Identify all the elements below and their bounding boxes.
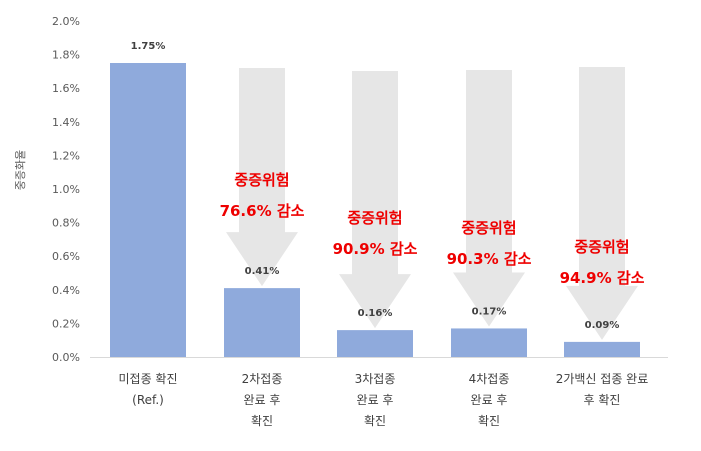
down-arrow-icon [453, 70, 525, 327]
reduction-annotation: 90.3% 감소 [447, 250, 532, 268]
y-tick-label: 1.6% [52, 82, 80, 95]
x-tick-label: 2가백신 접종 완료 [556, 372, 649, 386]
x-tick-label: (Ref.) [132, 393, 164, 407]
x-tick-label: 완료 후 [244, 393, 281, 407]
y-tick-label: 0.4% [52, 284, 80, 297]
y-tick-label: 0.0% [52, 351, 80, 364]
reduction-annotation: 중증위험 [461, 219, 516, 237]
down-arrow-icon [339, 71, 411, 329]
bar [451, 328, 527, 357]
reduction-annotation: 76.6% 감소 [220, 202, 305, 220]
x-tick-label: 확진 [364, 414, 386, 428]
reduction-annotation: 90.9% 감소 [333, 240, 418, 258]
y-tick-label: 1.2% [52, 149, 80, 162]
x-tick-label: 완료 후 [471, 393, 508, 407]
reduction-annotation: 중증위험 [234, 171, 289, 189]
bar [110, 63, 186, 357]
y-tick-label: 1.4% [52, 116, 80, 129]
y-tick-label: 1.8% [52, 49, 80, 62]
x-tick-label: 3차접종 [355, 372, 396, 386]
y-axis-label: 중증화율 [14, 150, 27, 190]
reduction-annotation: 94.9% 감소 [560, 269, 645, 287]
down-arrow-icon [566, 67, 638, 340]
data-label: 0.09% [585, 320, 620, 331]
data-label: 0.16% [358, 308, 393, 319]
x-tick-label: 미접종 확진 [118, 372, 177, 386]
data-label: 1.75% [131, 41, 166, 52]
y-tick-label: 0.6% [52, 250, 80, 263]
reduction-annotation: 중증위험 [347, 209, 402, 227]
bar [337, 330, 413, 357]
x-tick-label: 확진 [478, 414, 500, 428]
x-tick-label: 후 확진 [584, 393, 621, 407]
bar [564, 341, 640, 357]
data-label: 0.41% [245, 266, 280, 277]
y-tick-label: 0.8% [52, 217, 80, 230]
bar [224, 288, 300, 357]
x-tick-label: 확진 [251, 414, 273, 428]
y-tick-label: 0.2% [52, 317, 80, 330]
down-arrow-icon [226, 68, 298, 287]
x-tick-label: 2차접종 [242, 372, 283, 386]
reduction-annotation: 중증위험 [574, 238, 629, 256]
x-tick-label: 4차접종 [469, 372, 510, 386]
y-tick-label: 2.0% [52, 15, 80, 28]
x-tick-label: 완료 후 [357, 393, 394, 407]
data-label: 0.17% [472, 306, 507, 317]
y-tick-label: 1.0% [52, 183, 80, 196]
